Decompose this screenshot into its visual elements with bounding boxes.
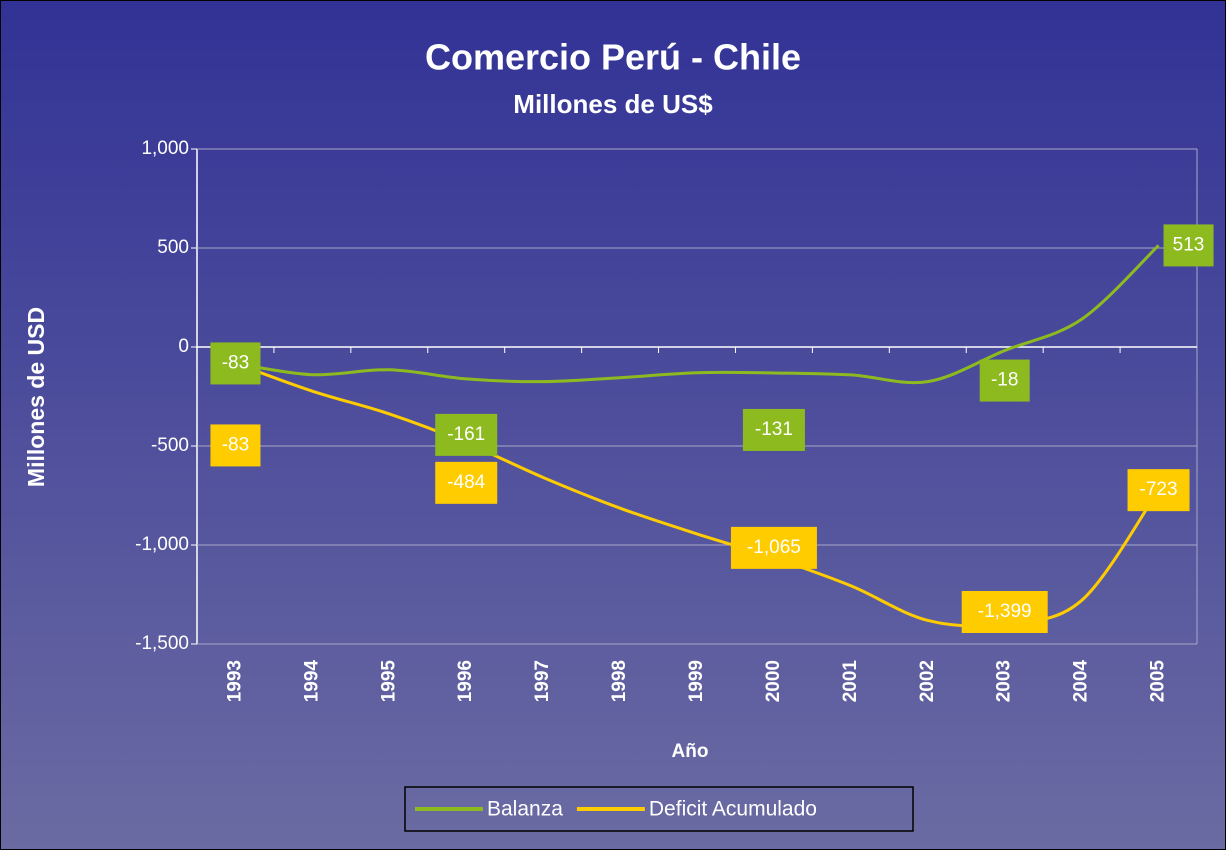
- y-tick-label: -1,000: [135, 534, 189, 555]
- data-label-box: [742, 408, 805, 451]
- x-tick-label: 1998: [609, 660, 630, 702]
- data-label: -1,065: [747, 537, 801, 558]
- x-tick-label: 2003: [994, 660, 1015, 702]
- legend-label: Balanza: [487, 798, 563, 821]
- x-tick-label: 1996: [455, 660, 476, 702]
- x-tick-label: 1999: [686, 660, 707, 702]
- x-tick-label: 2001: [840, 660, 861, 703]
- x-axis-title: Año: [672, 741, 709, 762]
- data-label-box: [435, 461, 498, 504]
- data-label: -1,399: [978, 601, 1032, 622]
- y-tick-label: -500: [151, 435, 189, 456]
- y-tick-label: 1,000: [141, 138, 189, 159]
- y-tick-label: -1,500: [135, 633, 189, 654]
- data-label-box: [210, 342, 261, 385]
- x-tick-label: 2005: [1148, 660, 1169, 703]
- data-label: -131: [755, 419, 793, 440]
- data-label-box: [435, 413, 498, 456]
- chart-subtitle: Millones de US$: [513, 89, 713, 119]
- x-tick-label: 1997: [532, 660, 553, 702]
- x-tick-label: 1994: [301, 660, 322, 703]
- x-tick-label: 2000: [763, 660, 784, 702]
- y-tick-label: 500: [157, 237, 189, 258]
- y-tick-label: 0: [178, 336, 189, 357]
- data-label: 513: [1173, 234, 1205, 255]
- data-label-box: [1163, 224, 1214, 267]
- data-label: -83: [222, 352, 249, 373]
- x-tick-label: 2004: [1071, 660, 1092, 703]
- chart-title: Comercio Perú - Chile: [425, 37, 801, 78]
- y-axis-title: Millones de USD: [23, 307, 49, 487]
- data-label: -161: [447, 424, 485, 445]
- x-tick-label: 1993: [224, 660, 245, 702]
- data-label-box: [210, 424, 261, 467]
- data-label: -83: [222, 434, 249, 455]
- data-label-box: [730, 526, 817, 569]
- data-label-box: [979, 359, 1030, 402]
- data-label: -484: [447, 472, 485, 493]
- data-label-box: [961, 591, 1048, 634]
- x-tick-label: 1995: [378, 660, 399, 703]
- x-tick-label: 2002: [917, 660, 938, 702]
- data-label: -723: [1140, 479, 1178, 500]
- legend-label: Deficit Acumulado: [649, 798, 817, 821]
- data-label: -18: [991, 370, 1018, 391]
- line: [235, 244, 1160, 385]
- data-label-box: [1127, 469, 1190, 512]
- legend-box: [404, 786, 914, 832]
